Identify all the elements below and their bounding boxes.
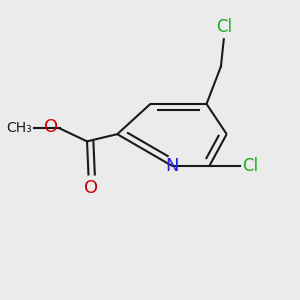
Text: Cl: Cl (216, 18, 232, 36)
Text: CH₃: CH₃ (7, 122, 32, 135)
Text: N: N (165, 157, 179, 175)
Text: O: O (44, 118, 58, 136)
Text: Cl: Cl (242, 157, 258, 175)
Text: O: O (84, 179, 98, 197)
